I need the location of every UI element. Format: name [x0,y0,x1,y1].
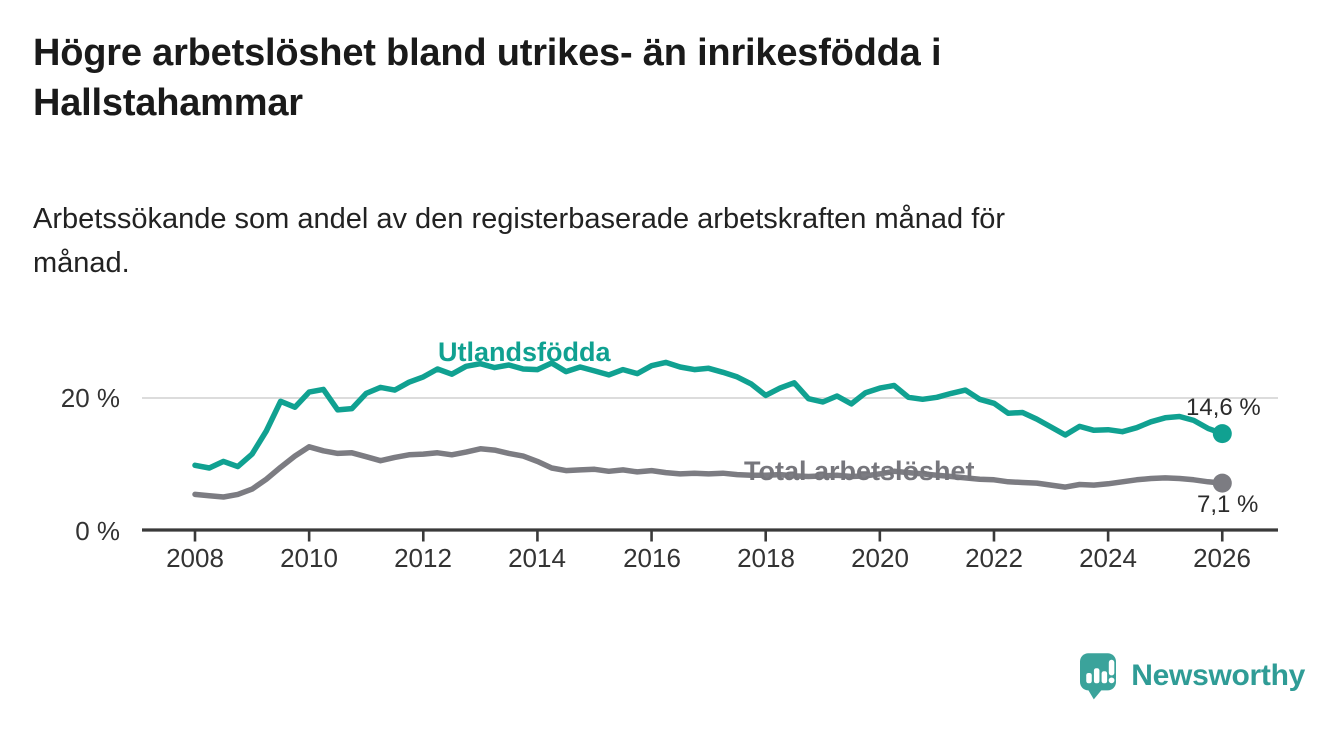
x-tick-label: 2012 [394,543,452,573]
series-end-dot-utlandsfodda [1212,424,1232,444]
x-tick-label: 2020 [851,543,909,573]
x-tick-label: 2024 [1079,543,1137,573]
series-label-total-arbetsloshet: Total arbetslöshet [744,456,975,486]
series-end-dot-total [1212,473,1232,493]
chart-subtitle: Arbetssökande som andel av den registerb… [33,198,1005,285]
x-tick-label: 2016 [623,543,681,573]
x-tick-label: 2014 [508,543,566,573]
x-tick-label: 2018 [737,543,795,573]
x-tick-label: 2008 [166,543,224,573]
page-title: Högre arbetslöshet bland utrikes- än inr… [33,28,942,128]
page-title-line1: Högre arbetslöshet bland utrikes- än inr… [33,32,942,74]
chart-subtitle-line2: månad. [33,246,130,279]
x-tick-label: 2026 [1193,543,1251,573]
series-line-utlandsfodda [192,359,1226,471]
page-title-line2: Hallstahammar [33,82,303,125]
logo-text: Newsworthy [1131,659,1305,692]
series-label-utlandsfodda: Utlandsfödda [438,337,611,367]
bar-chart-speech-bubble-icon [1080,653,1117,700]
end-value-label-total: 7,1 % [1197,491,1259,518]
chart-subtitle-line1: Arbetssökande som andel av den registerb… [33,203,1006,235]
x-tick-label: 2010 [280,543,338,573]
y-axis-tick-label-0: 0 % [75,516,120,546]
y-axis-tick-label-20: 20 % [60,383,120,413]
newsworthy-logo: Newsworthy [1078,652,1305,700]
series-line-total [192,444,1226,500]
end-value-label-utlandsfodda: 14,6 % [1186,394,1261,421]
x-tick-label: 2022 [965,543,1023,573]
